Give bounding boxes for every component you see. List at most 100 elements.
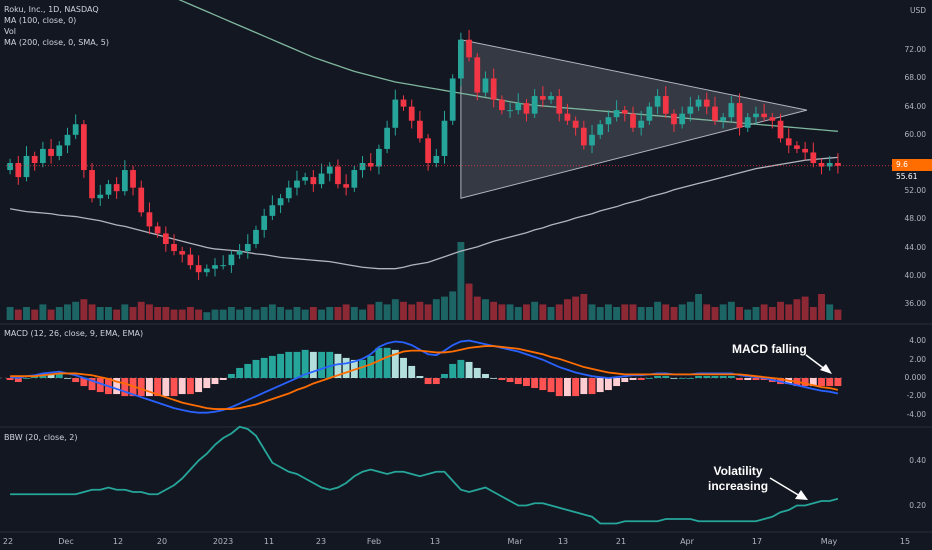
volume-bar (727, 301, 735, 320)
macd-histogram-bar (473, 367, 481, 378)
macd-legend: MACD (12, 26, close, 9, EMA, EMA) (4, 328, 143, 339)
candle-body (425, 138, 431, 163)
candle-body (498, 99, 505, 111)
annotation-arrows (769, 354, 832, 500)
volume-bar (285, 309, 293, 320)
bbw-arrow-head (795, 490, 808, 500)
macd-histogram-bar (23, 378, 30, 379)
vol-label: Vol (4, 27, 16, 36)
volume-bar (809, 307, 817, 320)
volume-bar (186, 307, 194, 320)
macd-histogram-bar (621, 378, 629, 383)
candle-body (564, 113, 571, 121)
volume-bar (113, 309, 121, 320)
volume-bar (670, 307, 678, 320)
candle-body (621, 110, 628, 114)
macd-histogram-bar (293, 351, 301, 378)
candle-body (744, 117, 751, 128)
macd-histogram-bar (137, 378, 145, 397)
candle-body (261, 215, 268, 230)
volume-bar (596, 307, 604, 320)
time-tick: Mar (507, 537, 523, 546)
macd-panel (6, 339, 842, 414)
candle-body (285, 187, 292, 199)
volume-bar (47, 309, 55, 320)
volume-bar (96, 307, 104, 320)
macd-histogram-bar (219, 378, 227, 381)
macd-histogram-bar (170, 378, 178, 397)
volume-bar (719, 304, 727, 320)
volume-bar (359, 309, 366, 320)
bbw-panel (10, 425, 839, 525)
ma-200-line (178, 0, 838, 132)
candle-body (449, 78, 456, 121)
macd-histogram-bar (400, 357, 407, 378)
volume-bar (523, 304, 530, 320)
volume-bar (818, 294, 825, 320)
macd-histogram-bar (268, 355, 276, 378)
macd-histogram-bar (227, 373, 235, 378)
symbol-line: Roku, Inc., 1D, NASDAQ (4, 5, 99, 14)
candle-body (417, 120, 423, 139)
candle-body (630, 113, 636, 128)
volume-bar (64, 304, 71, 320)
volume-bar (219, 309, 227, 320)
candle-body (490, 78, 497, 100)
candle-body (466, 39, 472, 58)
bbw-tick: 0.40 (909, 455, 926, 465)
candle-body (97, 194, 104, 199)
candle-body (195, 265, 202, 273)
volume-bar (14, 309, 22, 320)
macd-histogram-bar (424, 378, 432, 385)
candle-body (548, 96, 554, 100)
macd-histogram-bar (211, 378, 219, 385)
volume-bar (227, 307, 235, 320)
bbw-legend: BBW (20, close, 2) (4, 432, 77, 443)
time-tick: Dec (58, 537, 74, 546)
macd-histogram-bar (662, 375, 670, 378)
volume-bar (514, 307, 522, 320)
volume-bar (293, 307, 301, 320)
price-tick: 72.00 (904, 45, 926, 55)
volume-bar (465, 283, 473, 320)
macd-histogram-bar (752, 378, 760, 381)
candle-body (605, 117, 612, 125)
macd-histogram-bar (563, 378, 571, 397)
candle-body (64, 134, 71, 146)
macd-histogram-bar (277, 353, 285, 378)
volume-bar (801, 296, 809, 320)
candle-body (613, 110, 620, 118)
macd-histogram-bar (711, 375, 719, 378)
macd-histogram-bar (145, 378, 153, 397)
price-tick: 68.00 (904, 73, 926, 83)
volume-bar (482, 299, 489, 320)
volume-bar (547, 307, 555, 320)
bbw-annotation-line1: Volatility (713, 464, 763, 478)
macd-histogram-bar (285, 351, 293, 378)
ma-100-line (9, 156, 838, 270)
macd-histogram-bar (334, 353, 342, 378)
candle-body (818, 163, 825, 167)
time-tick: 21 (615, 537, 627, 546)
macd-histogram-bar (826, 378, 834, 387)
volume-bar (662, 304, 670, 320)
candle-body (408, 106, 415, 121)
volume-bar (785, 304, 793, 320)
macd-annotation: MACD falling (732, 342, 807, 356)
bbw-label: BBW (20, close, 2) (4, 433, 78, 442)
volume-bar (834, 309, 842, 320)
candle-body (318, 173, 325, 185)
volume-bar (760, 304, 768, 320)
candle-body (384, 127, 390, 149)
candle-body (89, 170, 95, 199)
macd-histogram-bar (572, 378, 580, 397)
volume-bar (588, 304, 596, 320)
candle-body (736, 103, 743, 128)
macd-histogram-bar (416, 375, 424, 378)
candle-body (171, 244, 177, 252)
volume-bar (637, 307, 645, 320)
last-price: 55.61 (896, 172, 918, 181)
candle-body (72, 124, 79, 135)
candle-body (302, 177, 309, 181)
